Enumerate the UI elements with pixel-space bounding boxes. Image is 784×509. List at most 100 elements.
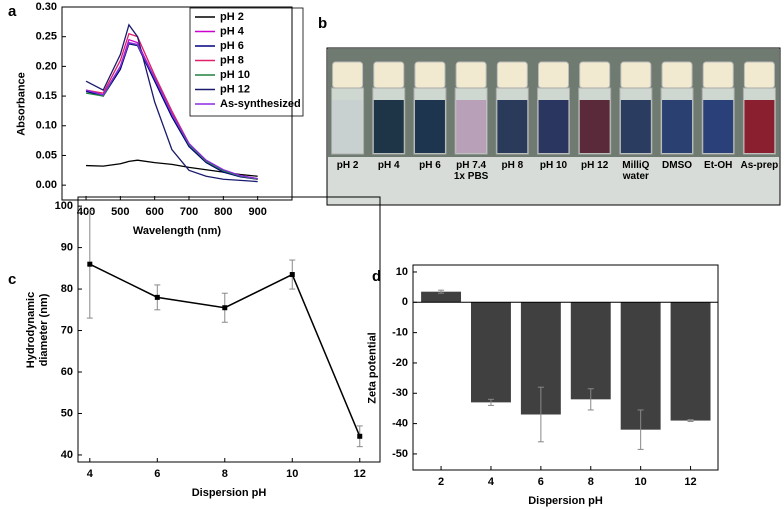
x-tick-label: 500 [111, 206, 129, 218]
series-line [85, 41, 258, 180]
y-tick-label: 100 [55, 200, 73, 212]
vial-liquid [456, 100, 487, 153]
vial-cap [414, 61, 446, 89]
vial-cap [661, 61, 693, 89]
y-tick-label: 0.15 [36, 90, 57, 102]
legend-label: pH 10 [220, 69, 250, 81]
x-tick-label: 12 [684, 476, 696, 488]
legend-label: pH 4 [220, 25, 245, 37]
vial-liquid [662, 100, 693, 153]
vial-liquid [579, 100, 610, 153]
vial-cap [455, 61, 487, 89]
y-tick-label: -20 [392, 357, 408, 369]
x-tick-label: 6 [538, 476, 544, 488]
vial-label: pH 10 [539, 160, 568, 171]
y-tick-label: 60 [61, 366, 73, 378]
vial-cap [332, 61, 364, 89]
vial-label: MilliQ water [622, 160, 650, 182]
vial-label: pH 4 [377, 160, 400, 171]
marker [222, 305, 228, 311]
panel-label: a [8, 3, 17, 20]
y-tick-label: -30 [392, 387, 408, 399]
series-line [89, 263, 361, 437]
legend-label: As-synthesized [220, 98, 301, 110]
vial-label: pH 7.4 1x PBS [453, 160, 489, 182]
x-tick-label: 8 [588, 476, 594, 488]
y-tick-label: 80 [61, 283, 73, 295]
vial-cap [538, 61, 569, 89]
x-tick-label: 4 [87, 468, 94, 480]
y-tick-label: 50 [61, 407, 73, 419]
vial-liquid [620, 100, 651, 153]
y-axis-title: Hydrodynamic diameter (nm) [25, 291, 50, 368]
y-axis-title: Absorbance [15, 71, 28, 136]
vial-cap [620, 61, 652, 89]
vial-cap [579, 61, 611, 89]
panel-label: b [318, 15, 327, 32]
panel-label: c [8, 271, 16, 288]
marker [357, 433, 363, 439]
x-axis-title: Wavelength (nm) [133, 225, 222, 237]
x-tick-label: 6 [154, 468, 160, 480]
vial-liquid [538, 100, 569, 153]
x-tick-label: 8 [222, 468, 228, 480]
x-tick-label: 12 [354, 468, 366, 480]
y-tick-label: 70 [61, 324, 73, 336]
legend-label: pH 6 [220, 40, 244, 52]
vial-liquid [497, 100, 528, 153]
legend-label: pH 12 [220, 83, 250, 95]
x-tick-label: 700 [180, 206, 198, 218]
y-tick-label: -50 [392, 448, 408, 460]
marker [87, 261, 93, 267]
vial-cap [743, 61, 775, 89]
x-axis-title: Dispersion pH [528, 495, 603, 507]
bar [620, 302, 661, 430]
bar [670, 302, 711, 421]
bar [570, 302, 611, 400]
x-tick-label: 2 [438, 476, 444, 488]
bar [471, 302, 511, 403]
series-line [85, 23, 258, 183]
x-tick-label: 10 [286, 468, 298, 480]
y-tick-label: 40 [61, 449, 73, 461]
vial-label: As-prep [740, 160, 779, 171]
vial-label: DMSO [662, 160, 693, 171]
legend-label: pH 8 [220, 54, 244, 66]
y-tick-label: -40 [392, 418, 408, 430]
x-tick-label: 800 [214, 206, 232, 218]
y-tick-label: 10 [396, 266, 408, 278]
vial-label: Et-OH [704, 160, 733, 171]
x-tick-label: 400 [77, 206, 95, 218]
vial-cap [373, 61, 405, 89]
legend-label: pH 2 [220, 11, 244, 23]
vial-liquid [414, 100, 445, 153]
y-tick-label: 0.00 [36, 179, 57, 191]
series-line [85, 43, 258, 180]
y-axis-title: Zeta potential [366, 331, 379, 404]
y-tick-label: 0.30 [36, 1, 57, 13]
y-tick-label: 0.10 [36, 120, 57, 132]
vial-label: pH 2 [336, 160, 359, 171]
y-tick-label: 0.20 [36, 60, 57, 72]
x-tick-label: 900 [248, 206, 266, 218]
vial-label: pH 8 [501, 160, 524, 171]
vial-label: pH 12 [581, 160, 609, 171]
vial-liquid [332, 100, 363, 153]
y-tick-label: 0 [402, 296, 408, 308]
vial-liquid [373, 100, 404, 153]
vial-liquid [703, 100, 734, 153]
axis-frame [412, 264, 719, 471]
x-tick-label: 4 [488, 476, 495, 488]
marker [154, 294, 160, 300]
x-tick-label: 10 [635, 476, 647, 488]
panel-label: d [372, 268, 381, 285]
axis-frame [77, 196, 381, 463]
x-tick-label: 600 [146, 206, 164, 218]
y-tick-label: 90 [61, 242, 73, 254]
marker [289, 272, 295, 278]
axis-frame [61, 6, 293, 201]
y-tick-label: 0.25 [36, 31, 57, 43]
bar [421, 291, 462, 303]
